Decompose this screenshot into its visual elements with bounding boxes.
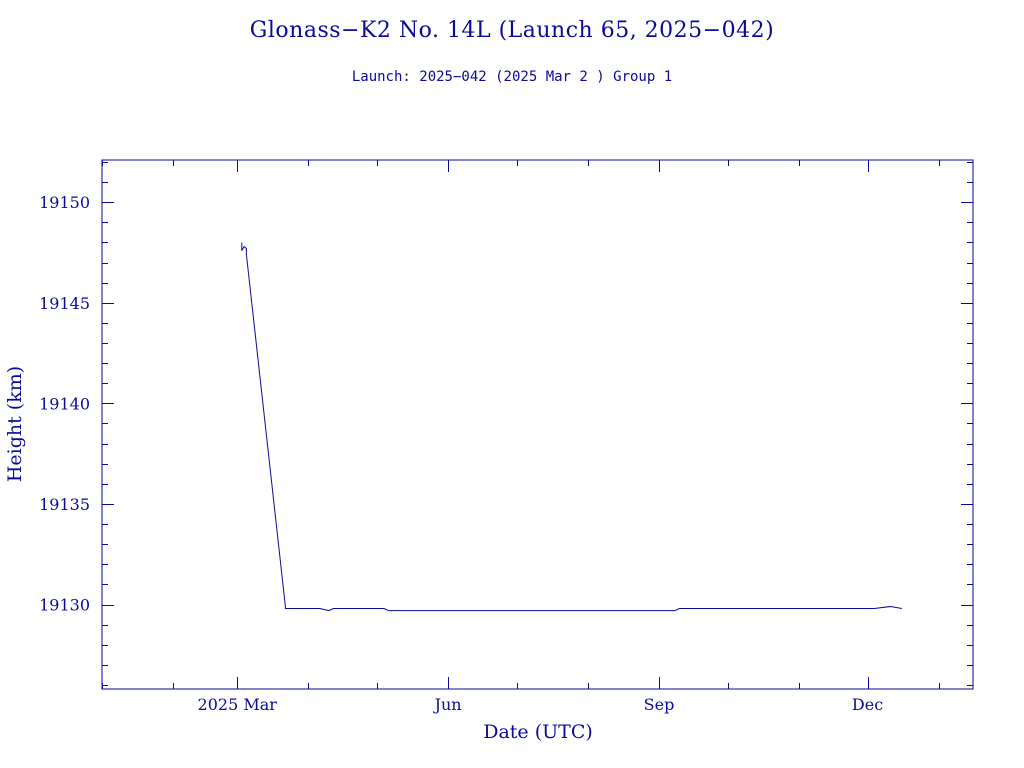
x-axis-label: Date (UTC) xyxy=(483,721,593,743)
x-tick-labels: 2025 Mar Jun Sep Dec xyxy=(198,695,884,714)
x-tick-label: Sep xyxy=(644,695,675,714)
chart-subtitle: Launch: 2025−042 (2025 Mar 2 ) Group 1 xyxy=(352,69,672,85)
y-tick-labels: 19130 19135 19140 19145 19150 xyxy=(39,193,90,614)
y-tick-label: 19145 xyxy=(39,294,90,313)
y-tick-label: 19130 xyxy=(39,596,90,615)
y-axis-label: Height (km) xyxy=(4,366,26,482)
x-tick-label: 2025 Mar xyxy=(198,695,278,714)
series-group xyxy=(241,242,902,612)
y-tick-label: 19150 xyxy=(39,193,90,212)
y-tick-label: 19140 xyxy=(39,394,90,413)
chart-title: Glonass−K2 No. 14L (Launch 65, 2025−042) xyxy=(250,18,774,43)
plot-frame xyxy=(101,159,974,690)
x-tick-label: Dec xyxy=(852,695,883,714)
axis-ticks xyxy=(102,160,973,689)
x-tick-label: Jun xyxy=(433,695,462,714)
y-tick-label: 19135 xyxy=(39,495,90,514)
series-line xyxy=(241,242,902,612)
